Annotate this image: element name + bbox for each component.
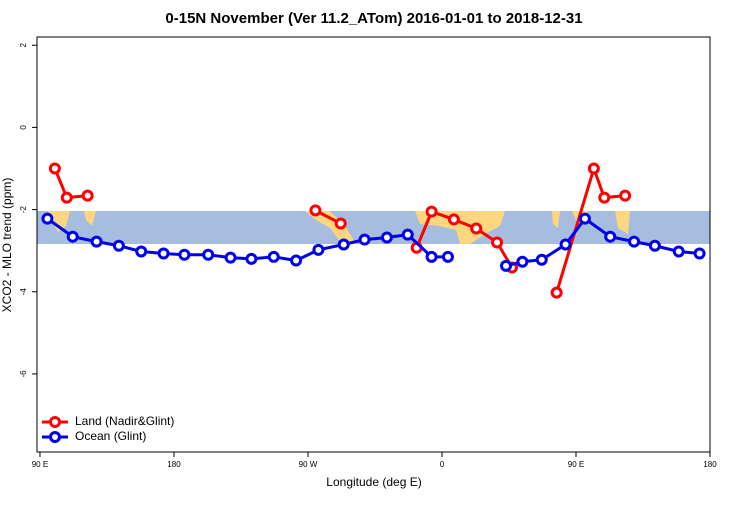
data-point — [441, 250, 454, 263]
x-tick-label: 180 — [167, 460, 181, 469]
data-point — [587, 162, 600, 175]
data-point — [337, 238, 350, 251]
data-point — [312, 243, 325, 256]
y-axis-label: XCO2 - MLO trend (ppm) — [0, 178, 14, 313]
data-point — [358, 233, 371, 246]
x-tick-label: 90 E — [568, 460, 584, 469]
data-point — [224, 251, 237, 264]
x-axis-label: Longitude (deg E) — [326, 475, 421, 489]
plot-frame — [36, 36, 711, 453]
data-point — [112, 239, 125, 252]
data-point — [267, 250, 280, 263]
data-point — [491, 236, 504, 249]
data-point — [425, 205, 438, 218]
land-patch — [84, 211, 96, 226]
land-patch — [48, 211, 70, 232]
data-point — [425, 250, 438, 263]
data-point — [500, 259, 513, 272]
data-point — [245, 252, 258, 265]
legend-label: Ocean (Glint) — [75, 429, 146, 443]
data-point — [202, 248, 215, 261]
data-point — [41, 212, 54, 225]
data-point — [135, 245, 148, 258]
data-point — [693, 247, 706, 260]
data-point — [380, 231, 393, 244]
chart-title: 0-15N November (Ver 11.2_ATom) 2016-01-0… — [165, 10, 582, 27]
x-tick-label: 0 — [440, 460, 445, 469]
data-point — [178, 248, 191, 261]
y-tick-label: -2 — [19, 205, 28, 213]
data-point — [48, 162, 61, 175]
data-point — [535, 253, 548, 266]
data-point — [447, 213, 460, 226]
land-patch — [415, 211, 505, 244]
data-point — [401, 228, 414, 241]
data-point — [290, 254, 303, 267]
data-point — [66, 230, 79, 243]
x-tick-label: 90 E — [32, 460, 48, 469]
land-patch — [305, 211, 356, 244]
data-point — [334, 217, 347, 230]
data-point — [628, 235, 641, 248]
data-point — [559, 238, 572, 251]
data-point — [470, 222, 483, 235]
data-point — [81, 189, 94, 202]
data-point — [578, 212, 591, 225]
x-tick-label: 90 W — [299, 460, 318, 469]
y-tick-label: 2 — [19, 42, 28, 47]
data-point — [90, 235, 103, 248]
legend-label: Land (Nadir&Glint) — [75, 414, 174, 428]
land-patch — [615, 211, 630, 234]
data-point — [598, 191, 611, 204]
land-patch — [552, 211, 560, 228]
data-point — [672, 245, 685, 258]
data-point — [309, 204, 322, 217]
y-tick-label: -4 — [19, 288, 28, 296]
data-point — [619, 189, 632, 202]
data-point — [516, 255, 529, 268]
data-point — [550, 286, 563, 299]
legend-marker — [49, 416, 61, 428]
y-tick-label: -6 — [19, 370, 28, 378]
data-point — [157, 247, 170, 260]
data-point — [604, 230, 617, 243]
x-tick-label: 180 — [703, 460, 717, 469]
y-tick-label: 0 — [19, 125, 28, 130]
data-point — [648, 239, 661, 252]
legend-marker — [49, 431, 61, 443]
data-point — [60, 191, 73, 204]
